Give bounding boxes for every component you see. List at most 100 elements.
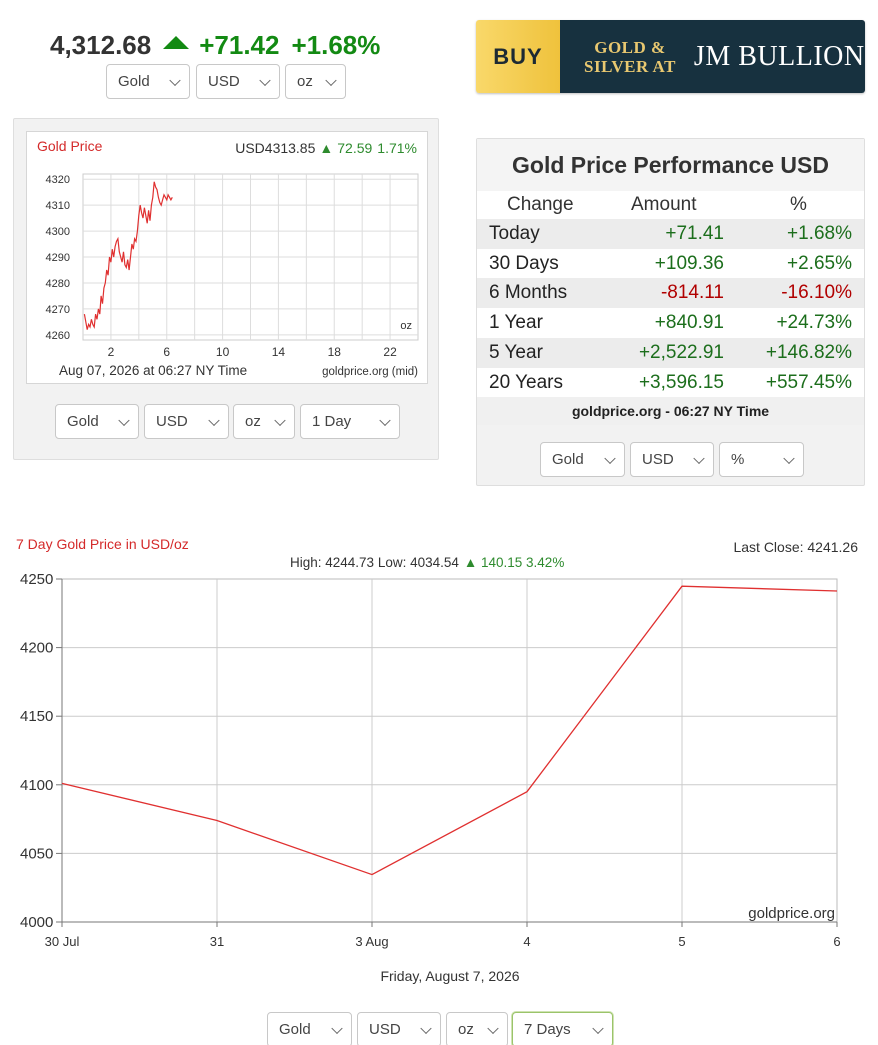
mini-chart-panel: 4260 4270 4280 4290 4300 4310 4320 2 6 10 14 18 22 …: [13, 118, 439, 460]
mini-range-select[interactable]: 1 Day: [300, 404, 400, 439]
header-percent: %: [790, 194, 807, 215]
mini-chart-header: USD4313.85 ▲ 72.59 1.71%: [235, 140, 417, 156]
mini-x-tick-label: 2: [108, 345, 115, 359]
performance-title: Gold Price Performance USD: [477, 139, 864, 191]
select-value: oz: [245, 413, 261, 430]
mini-header-change: 72.59: [337, 140, 372, 156]
price-change-percent: +1.68%: [291, 29, 381, 60]
jm-bullion-ad[interactable]: BUY GOLD & SILVER AT JM BULLION: [476, 20, 865, 93]
seven-day-stats: High: 4244.73 Low: 4034.54 ▲ 140.15 3.42%: [290, 555, 564, 570]
mini-y-tick-label: 4310: [46, 200, 70, 212]
ad-line-1: GOLD &: [594, 37, 666, 57]
performance-row: Today +71.41 +1.68%: [477, 219, 864, 249]
seven-day-x-label: Friday, August 7, 2026: [380, 968, 519, 984]
perf-currency-select[interactable]: USD: [630, 442, 714, 477]
mini-unit-label: oz: [400, 320, 412, 332]
seven-day-watermark: goldprice.org: [748, 905, 835, 922]
chevron-down-icon: [592, 1022, 604, 1034]
select-value: Gold: [67, 413, 99, 430]
performance-row: 20 Years +3,596.15 +557.45%: [477, 367, 864, 398]
mini-header-percent: 1.71%: [377, 140, 417, 156]
select-value: oz: [297, 73, 313, 90]
select-value: %: [731, 451, 745, 468]
performance-panel: Gold Price Performance USD Change Amount…: [476, 138, 865, 486]
select-value: USD: [156, 413, 188, 430]
header-amount: Amount: [631, 194, 697, 215]
ad-gold-silver-text: GOLD & SILVER AT: [584, 38, 676, 76]
y-tick-label: 4200: [20, 640, 53, 657]
x-tick-label: 30 Jul: [45, 934, 80, 949]
select-value: 7 Days: [524, 1021, 571, 1038]
x-tick-label: 3 Aug: [355, 934, 388, 949]
row-amount: +2,522.91: [638, 341, 724, 363]
row-period: 20 Years: [489, 371, 563, 393]
y-tick-label: 4100: [20, 777, 53, 794]
select-value: Gold: [279, 1021, 311, 1038]
header-change: Change: [507, 194, 574, 215]
mini-metal-select[interactable]: Gold: [55, 404, 139, 439]
row-percent: +557.45%: [765, 371, 852, 393]
y-tick-label: 4150: [20, 708, 53, 725]
mini-x-tick-label: 10: [216, 345, 230, 359]
row-period: 5 Year: [489, 341, 543, 363]
mini-chart-title: Gold Price: [37, 138, 103, 154]
x-tick-label: 4: [523, 934, 530, 949]
plot-border: [61, 578, 838, 923]
current-price: 4,312.68: [50, 29, 152, 60]
row-percent: +24.73%: [776, 312, 852, 334]
mini-y-tick-label: 4320: [46, 174, 70, 186]
ticker-unit-select[interactable]: oz: [285, 64, 346, 99]
performance-row: 5 Year +2,522.91 +146.82%: [477, 337, 864, 368]
seven-day-title: 7 Day Gold Price in USD/oz: [16, 536, 189, 552]
seven-day-high-low: High: 4244.73 Low: 4034.54: [290, 555, 459, 570]
select-value: Gold: [118, 73, 150, 90]
seven-day-price-line: [61, 585, 838, 876]
select-value: USD: [642, 451, 674, 468]
big-currency-select[interactable]: USD: [357, 1012, 441, 1045]
mini-y-tick-label: 4300: [46, 226, 70, 238]
big-unit-select[interactable]: oz: [446, 1012, 508, 1045]
row-amount: +3,596.15: [638, 371, 724, 393]
mini-unit-select[interactable]: oz: [233, 404, 295, 439]
row-percent: -16.10%: [781, 282, 852, 304]
mini-date-label: Aug 07, 2026 at 06:27 NY Time: [59, 363, 247, 378]
big-metal-select[interactable]: Gold: [267, 1012, 352, 1045]
x-tick-label: 5: [678, 934, 685, 949]
row-percent: +146.82%: [765, 341, 852, 363]
ticker-currency-select[interactable]: USD: [196, 64, 280, 99]
row-period: Today: [489, 223, 540, 244]
big-range-select[interactable]: 7 Days: [512, 1012, 613, 1045]
ad-buy-label: BUY: [476, 20, 560, 93]
mini-currency-select[interactable]: USD: [144, 404, 229, 439]
seven-day-last-close: Last Close: 4241.26: [733, 539, 858, 555]
select-value: Gold: [552, 451, 584, 468]
select-value: oz: [458, 1021, 474, 1038]
y-tick-label: 4000: [20, 914, 53, 931]
row-amount: +71.41: [665, 223, 724, 244]
select-value: USD: [208, 73, 240, 90]
chevron-down-icon: [420, 1022, 432, 1034]
ad-line-2: SILVER AT: [584, 56, 676, 76]
perf-metal-select[interactable]: Gold: [540, 442, 625, 477]
seven-day-change: ▲ 140.15 3.42%: [464, 555, 564, 570]
mini-x-tick-label: 18: [328, 345, 342, 359]
price-change: +71.42: [199, 29, 280, 60]
ad-brand-area: GOLD & SILVER AT JM BULLION: [560, 20, 865, 93]
ticker-metal-select[interactable]: Gold: [106, 64, 190, 99]
ad-brand-logo: JM BULLION: [693, 40, 865, 72]
performance-header: Change Amount %: [477, 191, 864, 219]
price-ticker: 4,312.68 +71.42 +1.68%: [50, 28, 380, 62]
mini-header-arrow: ▲: [319, 140, 333, 156]
mini-source-label: goldprice.org (mid): [322, 366, 418, 378]
x-tick-label: 6: [833, 934, 840, 949]
arrow-up-icon: [163, 35, 190, 49]
mini-y-tick-label: 4270: [46, 304, 70, 316]
row-period: 1 Year: [489, 312, 543, 334]
row-amount: +840.91: [654, 312, 724, 334]
row-percent: +2.65%: [787, 252, 852, 274]
row-amount: +109.36: [654, 252, 724, 274]
select-value: USD: [369, 1021, 401, 1038]
perf-mode-select[interactable]: %: [719, 442, 804, 477]
mini-x-tick-label: 14: [272, 345, 286, 359]
